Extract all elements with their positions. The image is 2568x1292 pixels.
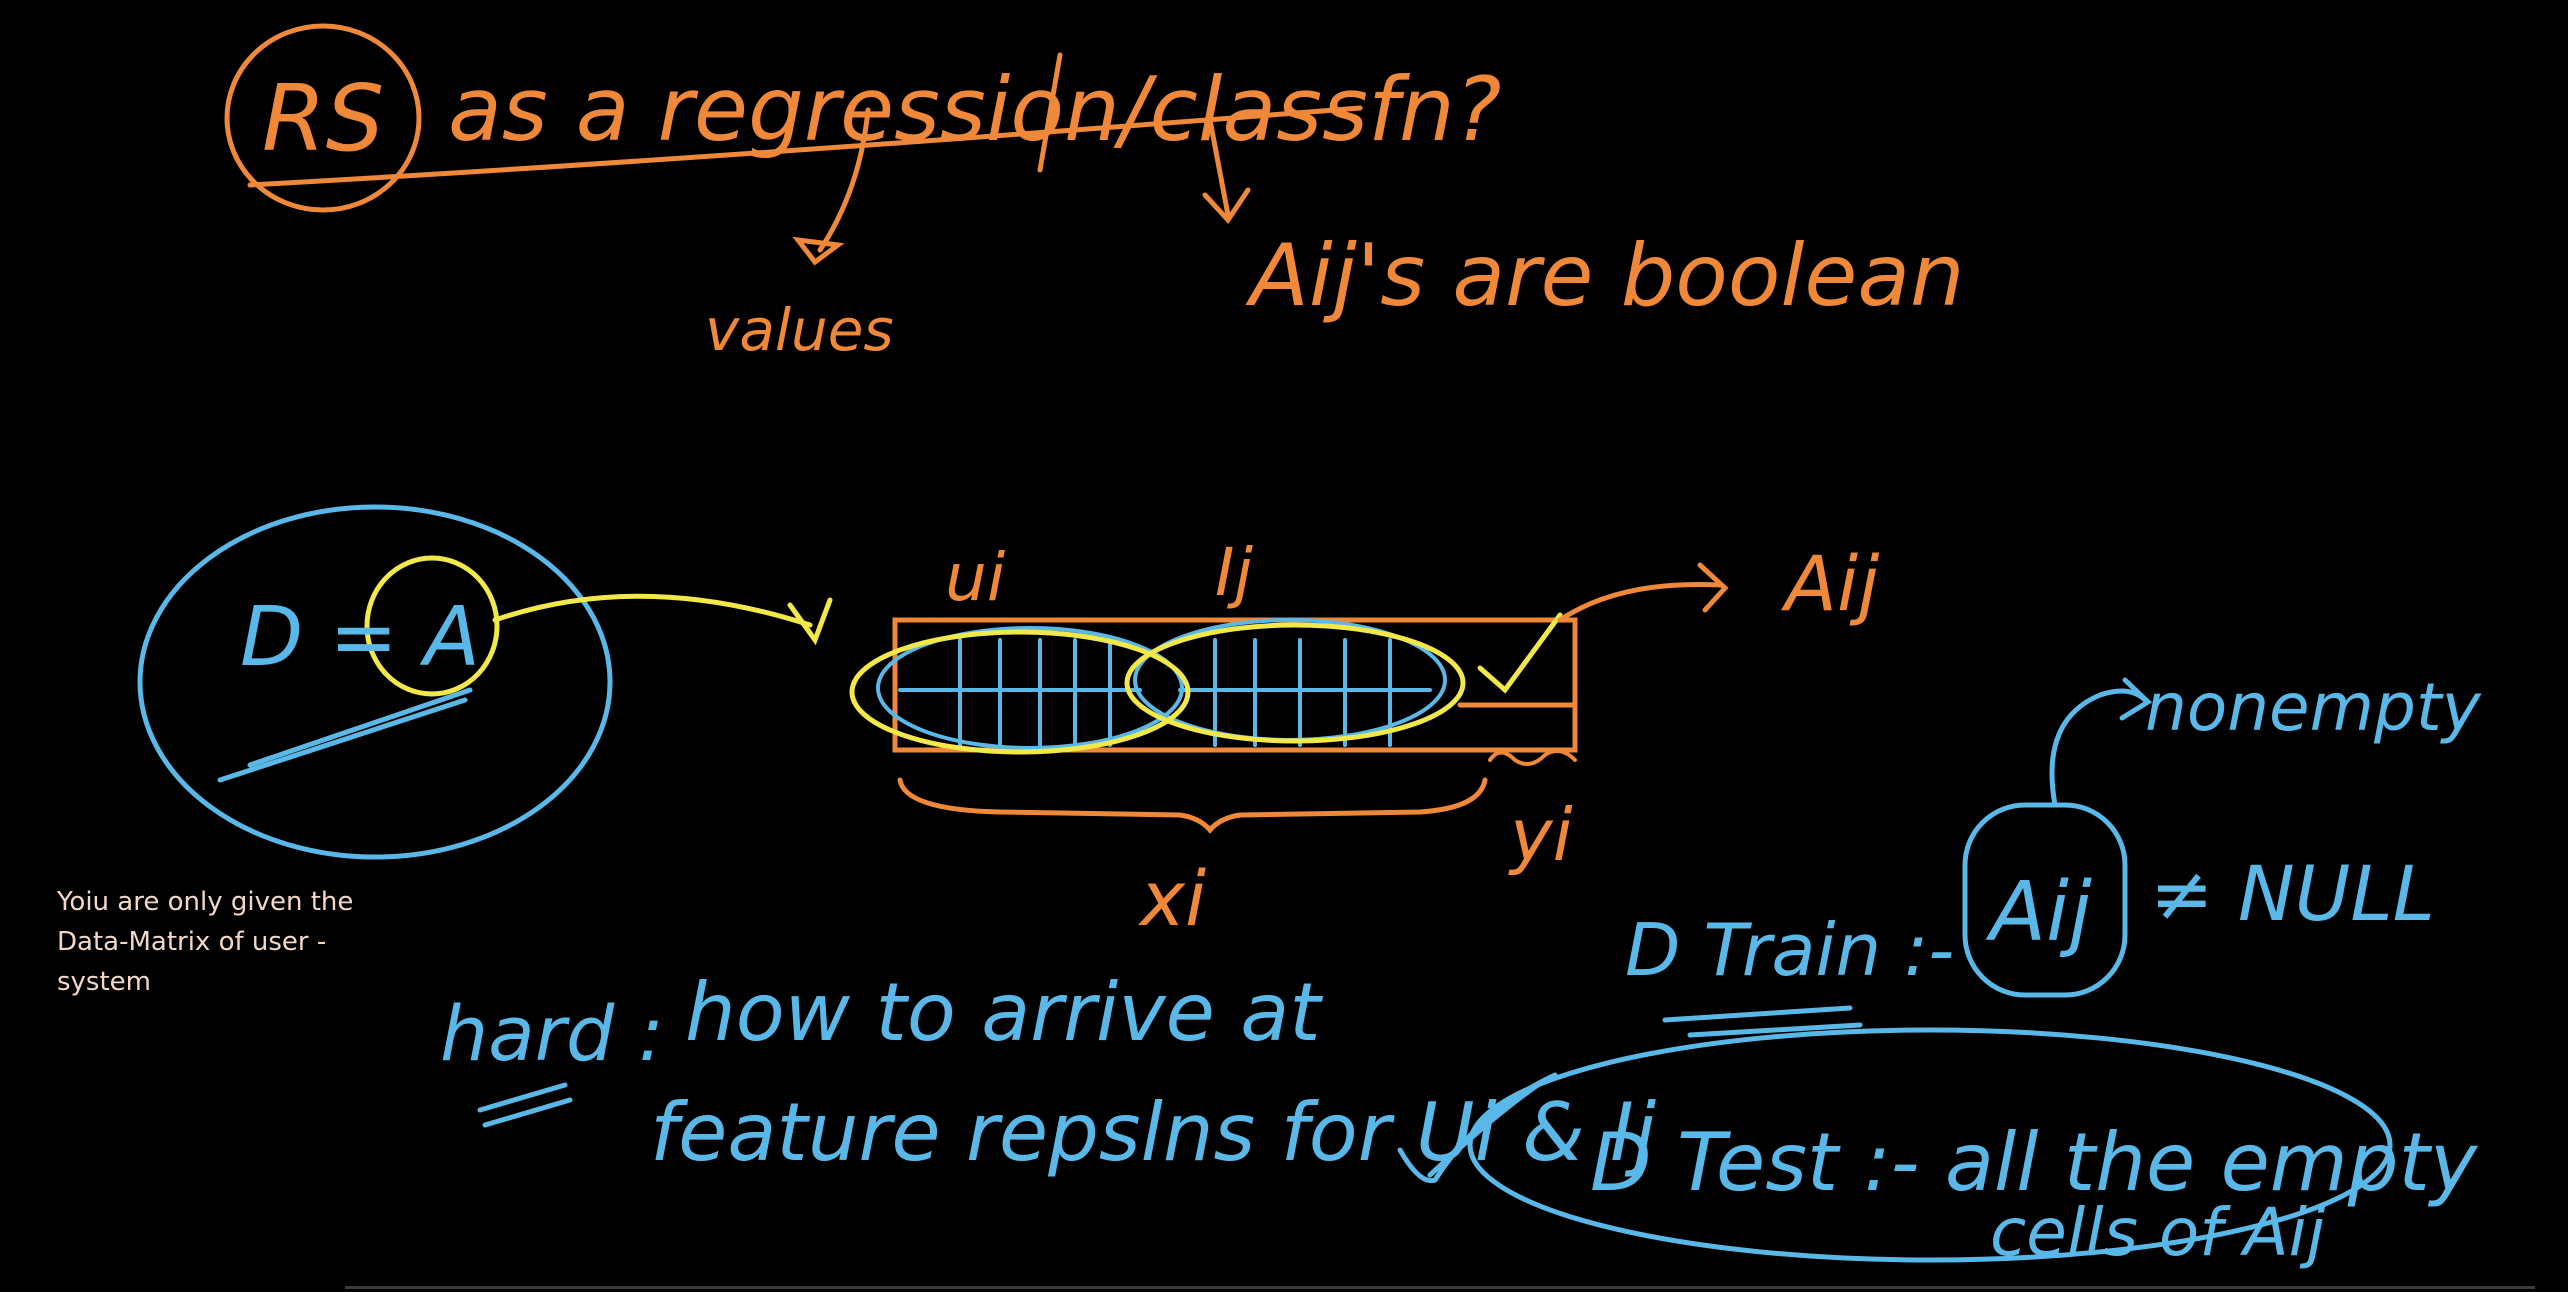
train-label: D Train :-	[1625, 908, 1954, 992]
hard-label: hard :	[440, 989, 664, 1078]
dataset-label: D = A	[240, 590, 480, 685]
test-line-1: D Test :- all the empty	[1590, 1116, 2479, 1209]
hard-underline	[477, 1082, 568, 1113]
check-mark-icon	[1477, 612, 1563, 694]
rs-circle	[224, 23, 422, 213]
aij-label: Aij	[1780, 539, 1880, 628]
dataset-group	[137, 504, 613, 860]
yi-label: yi	[1508, 793, 1573, 877]
arrow-dataset-to-row	[492, 593, 813, 628]
arrow-icon	[2119, 677, 2153, 721]
arrow-to-values	[817, 107, 871, 253]
dataset-underline	[217, 697, 468, 783]
dataset-circle	[137, 504, 613, 860]
title-divider	[1037, 52, 1063, 173]
test-ellipse	[1467, 1027, 2393, 1263]
arrow-icon	[787, 597, 833, 646]
yi-squiggle	[1488, 749, 1577, 766]
split-group	[1397, 677, 2393, 1263]
xi-label: xi	[1138, 854, 1206, 943]
aij-box	[1962, 802, 2128, 998]
check-mark-icon	[1397, 1072, 1558, 1184]
train-aij: Aij	[1985, 865, 2092, 960]
boolean-label: Aij's are boolean	[1245, 226, 1965, 326]
hard-line-1: how to arrive at	[685, 966, 1323, 1059]
test-line-2: cells of Aij	[1990, 1194, 2326, 1271]
a-matrix-circle	[364, 555, 500, 697]
ij-ellipse	[1124, 622, 1466, 744]
hard-line-2: feature repslns for Ui & Ij	[650, 1086, 1657, 1179]
ui-label: ui	[945, 539, 1006, 616]
arrow-to-boolean	[1207, 117, 1231, 218]
train-underline	[1662, 1005, 1853, 1023]
arrow-icon	[1202, 187, 1251, 225]
branch-arrows	[792, 107, 1251, 266]
title-text: as a regression/classfn?	[448, 58, 1501, 161]
nonempty-label: nonempty	[2145, 669, 2482, 746]
title-underline	[247, 105, 1363, 188]
arrow-icon	[1697, 562, 1729, 613]
target-cell	[1457, 617, 1578, 708]
nonempty-arrow	[2049, 688, 2148, 808]
title-group	[224, 23, 1363, 213]
caption-note: Yoiu are only given the Data-Matrix of u…	[57, 887, 354, 997]
row-diagram	[849, 562, 1729, 834]
arrow-to-aij	[1557, 581, 1723, 623]
title-rs: RS	[262, 65, 384, 172]
row-rectangle	[892, 617, 1578, 753]
bottom-divider	[345, 1286, 2535, 1289]
train-not-null: ≠ NULL	[2150, 849, 2435, 938]
ij-label: Ij	[1215, 534, 1253, 611]
values-label: values	[705, 296, 894, 364]
ui-ellipse	[849, 629, 1191, 755]
arrow-icon	[792, 236, 845, 266]
xi-brace	[897, 777, 1488, 834]
